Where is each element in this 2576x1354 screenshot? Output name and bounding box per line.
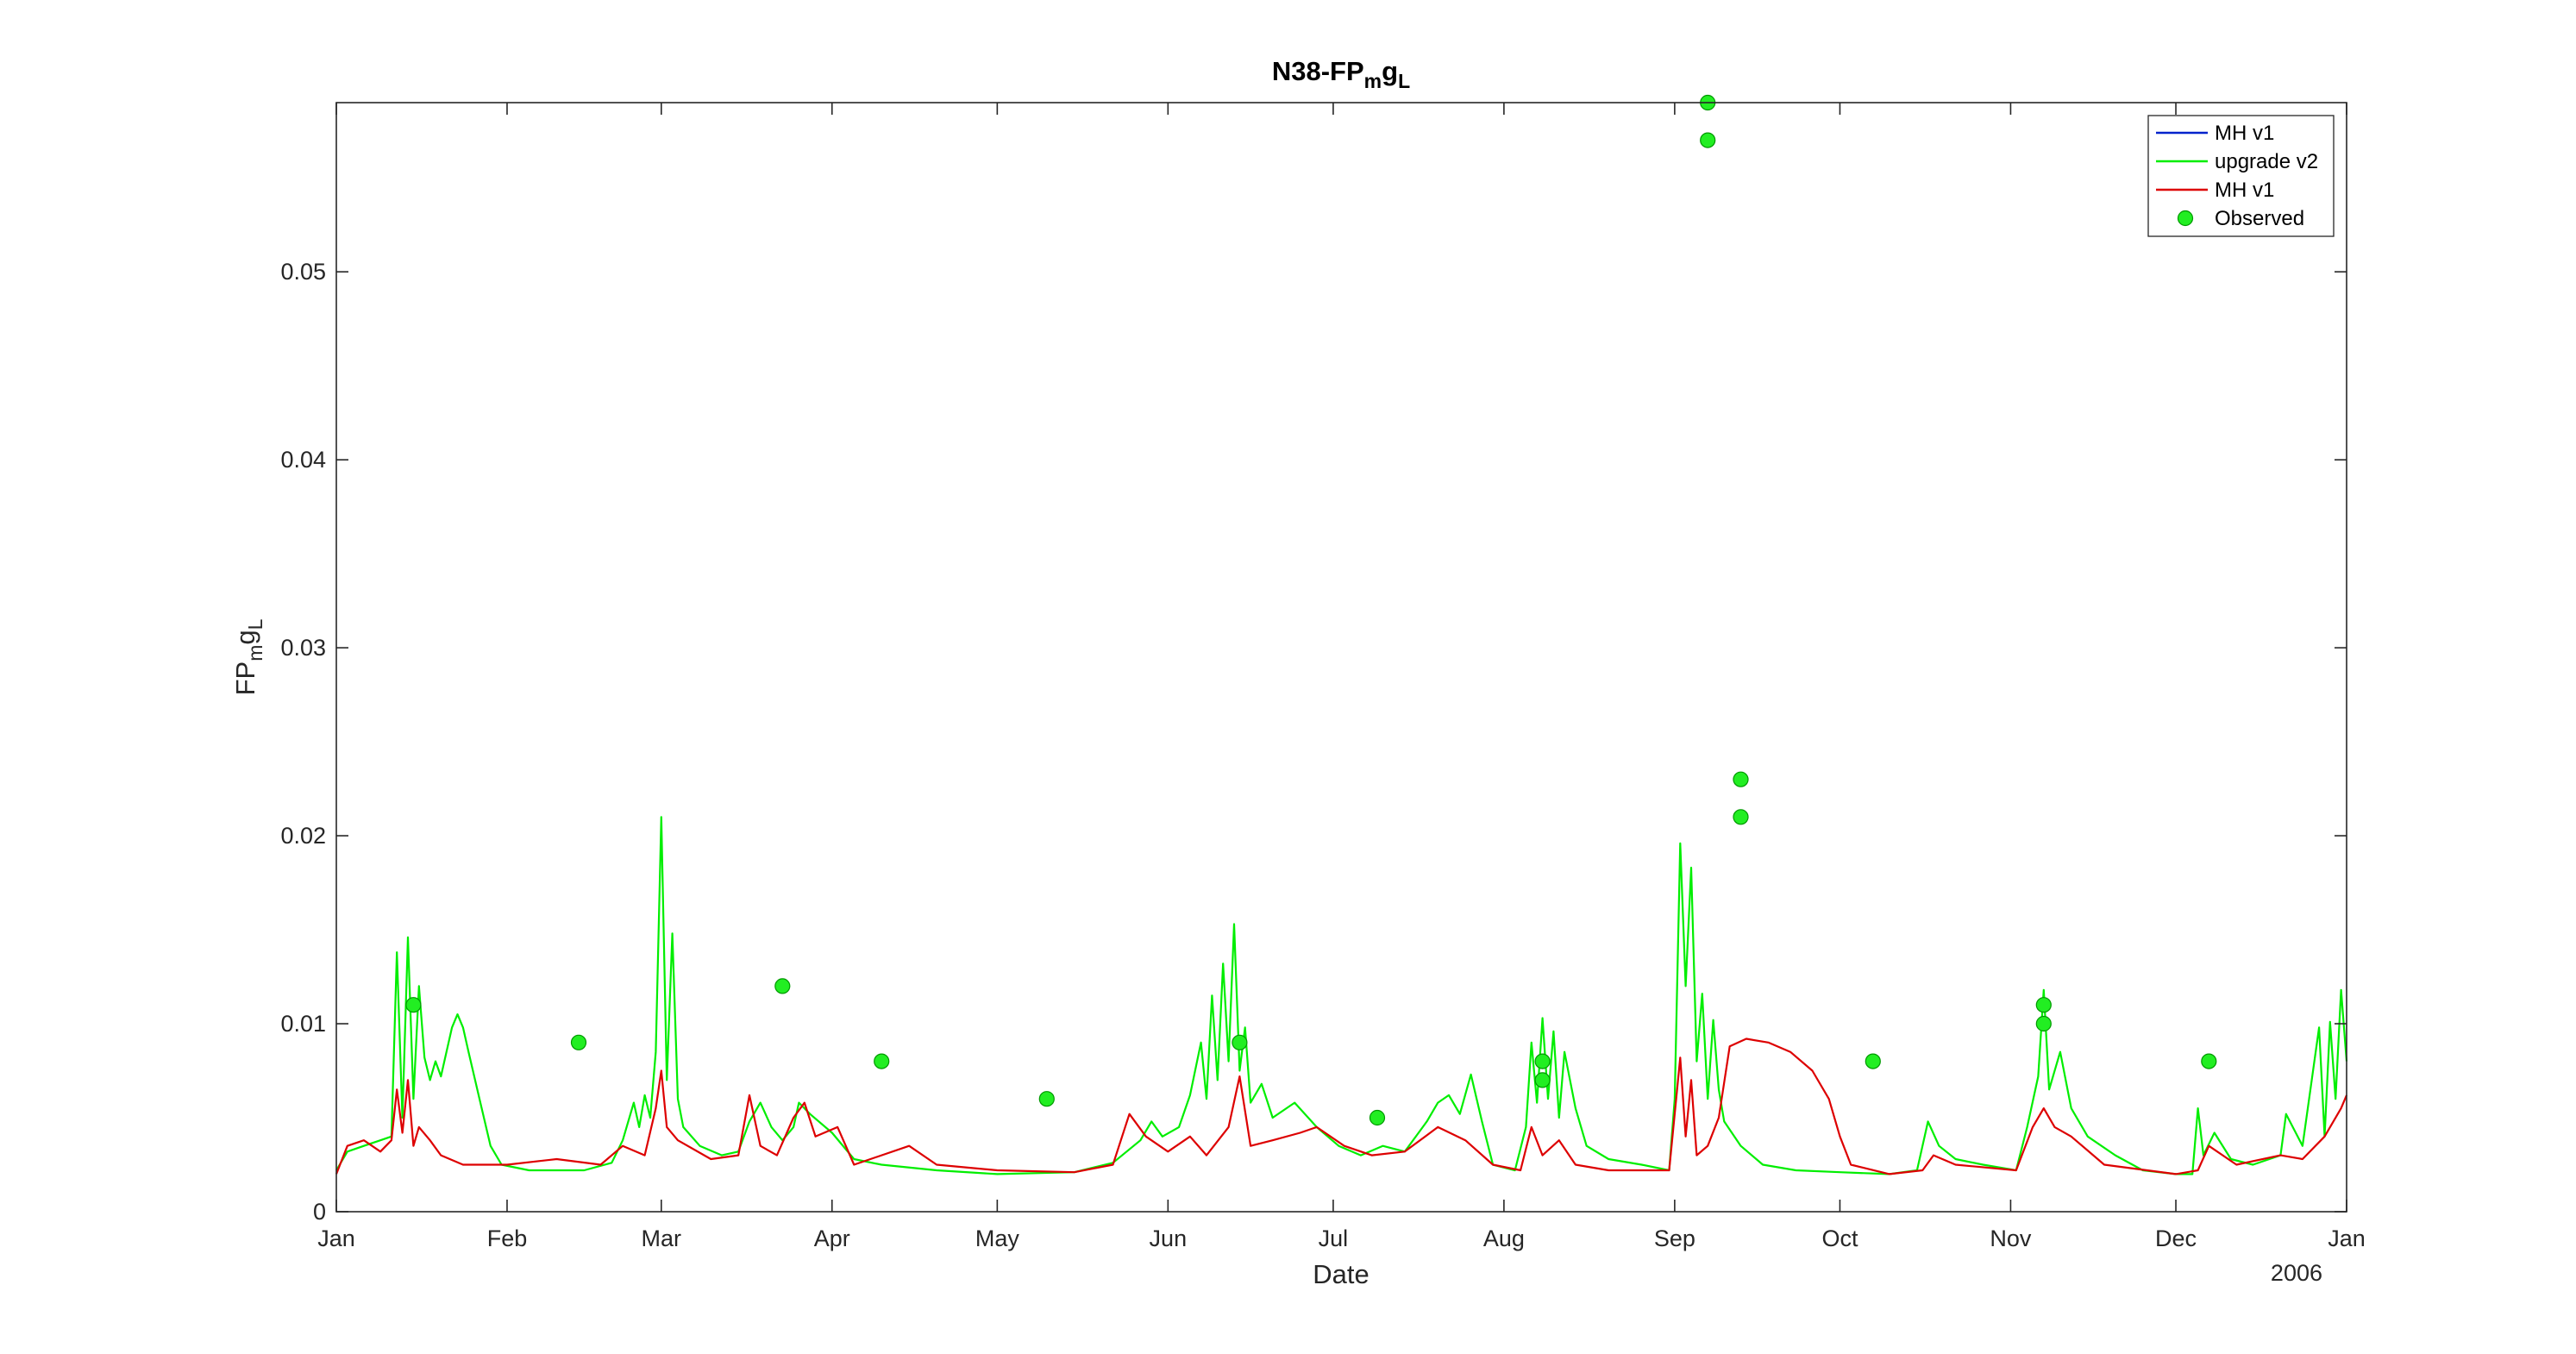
- series-layer: [335, 94, 2348, 1175]
- observed-point: [1038, 1091, 1055, 1107]
- y-tick-label: 0.04: [280, 447, 326, 473]
- observed-point: [1369, 1109, 1386, 1126]
- observed-point: [1534, 1053, 1551, 1069]
- legend-label: MH v1: [2215, 122, 2274, 145]
- x-tick-label: Jan: [317, 1225, 355, 1251]
- year-label: 2006: [2271, 1260, 2322, 1286]
- observed-point: [874, 1053, 890, 1069]
- y-tick-label: 0.02: [280, 823, 326, 849]
- observed-point: [1865, 1053, 1881, 1069]
- y-tick-label: 0: [313, 1199, 326, 1225]
- x-tick-label: May: [975, 1225, 1020, 1251]
- y-axis-label: FPmgL: [230, 618, 266, 695]
- x-axis-label: Date: [1313, 1259, 1369, 1289]
- y-tick-label: 0.05: [280, 259, 326, 285]
- x-tick-label: Feb: [487, 1225, 528, 1251]
- legend-label: MH v1: [2215, 179, 2274, 202]
- legend-label: Observed: [2215, 207, 2304, 230]
- plot-frame: [335, 102, 2347, 1213]
- observed-point: [1534, 1072, 1551, 1088]
- observed-point: [1733, 771, 1749, 787]
- x-tick-label: Jan: [2328, 1225, 2366, 1251]
- x-tick-label: Sep: [1654, 1225, 1695, 1251]
- legend-label: upgrade v2: [2215, 150, 2318, 173]
- chart-title: N38-FPmgL: [1272, 56, 1410, 92]
- x-tick-label: Dec: [2155, 1225, 2197, 1251]
- observed-point: [2201, 1053, 2217, 1069]
- observed-point: [1232, 1034, 1248, 1050]
- x-tick-label: Oct: [1821, 1225, 1858, 1251]
- x-tick-label: Apr: [814, 1225, 850, 1251]
- observed-point: [570, 1034, 587, 1050]
- legend-marker: [2177, 210, 2194, 227]
- x-tick-label: Mar: [642, 1225, 682, 1251]
- observed-point: [405, 997, 422, 1013]
- observed-point: [2035, 1015, 2052, 1032]
- x-tick-label: Jul: [1319, 1225, 1349, 1251]
- y-tick-label: 0.03: [280, 635, 326, 661]
- ticks-layer: Jan Feb Mar Apr May Jun Jul Aug Sep Oct Nov Dec Jan0…: [280, 103, 2366, 1251]
- x-tick-label: Nov: [1990, 1225, 2032, 1251]
- x-tick-label: Jun: [1150, 1225, 1188, 1251]
- legend-items: MH v1 upgrade v2 MH v1 Observed: [2156, 122, 2318, 230]
- x-tick-label: Aug: [1483, 1225, 1525, 1251]
- observed-point: [774, 978, 791, 994]
- observed-point: [2035, 997, 2052, 1013]
- y-tick-label: 0.01: [280, 1011, 326, 1037]
- series-line-2: [335, 1037, 2348, 1175]
- observed-point: [1733, 809, 1749, 825]
- legend: MH v1 upgrade v2 MH v1 Observed: [2147, 115, 2335, 237]
- observed-point: [1700, 132, 1716, 148]
